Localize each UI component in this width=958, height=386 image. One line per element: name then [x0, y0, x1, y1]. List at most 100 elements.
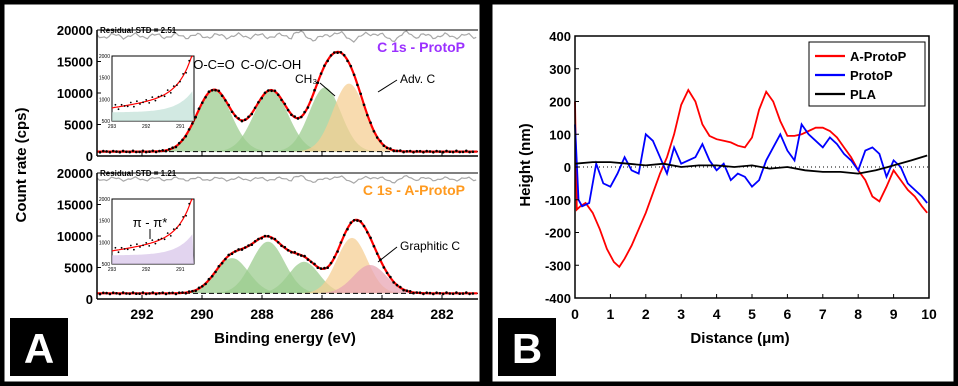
inset-data-point [163, 95, 166, 98]
data-point [412, 291, 415, 295]
data-point [435, 291, 438, 295]
data-point [154, 292, 158, 296]
data-point [125, 150, 128, 154]
data-point [181, 291, 184, 294]
data-point [168, 147, 171, 151]
data-point [408, 290, 412, 293]
data-point [154, 150, 158, 154]
data-point [339, 241, 343, 244]
x-tick-label: 10 [921, 306, 937, 322]
data-point [395, 283, 399, 287]
data-point [316, 81, 320, 84]
data-point [359, 220, 363, 223]
data-point [260, 237, 264, 240]
data-point [422, 151, 425, 154]
inset-x-tick-label: 293 [108, 124, 117, 130]
data-point [375, 252, 379, 255]
data-point [158, 149, 161, 153]
y-tick-label: 10000 [57, 86, 93, 101]
data-point [115, 292, 118, 295]
data-point [267, 234, 270, 238]
peak-component-3 [212, 87, 438, 152]
inset-data-point [139, 103, 141, 105]
data-point [151, 291, 155, 294]
data-point [214, 270, 217, 274]
data-point [234, 114, 237, 118]
data-point [191, 289, 194, 293]
data-point [362, 103, 366, 107]
data-point [458, 150, 462, 154]
panel-label-a: A [10, 318, 68, 376]
data-point [276, 241, 280, 244]
inset-data-point [126, 248, 129, 251]
legend-entry: PLA [850, 87, 877, 102]
inset-x-tick-label: 293 [108, 267, 117, 273]
inset-data-point [188, 202, 191, 205]
inset-data-point [123, 105, 126, 107]
data-point [141, 291, 145, 294]
inset-data-point [157, 95, 160, 98]
data-point [131, 149, 135, 153]
data-point [128, 292, 131, 296]
data-point [102, 291, 105, 295]
data-point [323, 64, 326, 67]
data-point [346, 227, 349, 231]
data-point [356, 83, 359, 87]
data-point [128, 150, 131, 154]
inset-x-tick-label: 291 [176, 124, 185, 130]
x-tick-label: 1 [607, 306, 615, 322]
data-point [263, 91, 267, 95]
data-point [197, 286, 201, 290]
inset-data-point [154, 99, 157, 102]
data-point [207, 277, 211, 281]
data-point [290, 251, 293, 254]
data-point [151, 149, 155, 153]
inset-annotation: π - π* [133, 215, 168, 230]
inset-data-point [169, 92, 172, 94]
inset-data-point [148, 102, 151, 104]
data-point [319, 72, 323, 75]
y-tick-label: 20000 [57, 166, 93, 181]
inset-data-point [163, 238, 166, 241]
data-point [385, 271, 389, 275]
data-point [418, 291, 422, 295]
data-point [135, 150, 138, 154]
y-tick-label: 200 [549, 95, 571, 110]
inset-data-point [145, 242, 148, 244]
inset-data-point [166, 232, 169, 235]
data-point [125, 292, 128, 295]
data-point [402, 150, 405, 154]
data-point [296, 253, 300, 256]
data-point [237, 117, 240, 120]
data-point [197, 107, 201, 110]
data-point [441, 292, 445, 296]
y-tick-label: 5000 [64, 261, 93, 276]
inset-y-tick-label: 1500 [99, 76, 110, 82]
inset-data-point [142, 101, 145, 104]
data-point [366, 113, 369, 117]
inset-data-point [136, 243, 138, 246]
peak-component-2 [151, 241, 385, 294]
data-point [283, 245, 287, 249]
inset-data-point [166, 89, 169, 91]
data-point [230, 110, 234, 114]
inset-data-point [136, 100, 138, 103]
inset-data-point [126, 105, 129, 108]
data-point [158, 292, 161, 295]
peak-label-o-c-o: O-C=O [193, 57, 235, 72]
data-point [316, 266, 320, 270]
data-point [448, 292, 452, 295]
data-point [234, 250, 237, 253]
data-point [336, 250, 339, 253]
y-tick-label: -400 [545, 291, 571, 306]
y-tick-label: 400 [549, 29, 571, 44]
inset-data-point [114, 103, 117, 106]
data-point [465, 149, 468, 153]
data-point [300, 115, 303, 119]
data-point [306, 106, 310, 109]
data-point [422, 292, 425, 296]
inset-data-point [145, 99, 148, 101]
data-point [111, 149, 115, 153]
series-line-a-protop [574, 88, 928, 269]
